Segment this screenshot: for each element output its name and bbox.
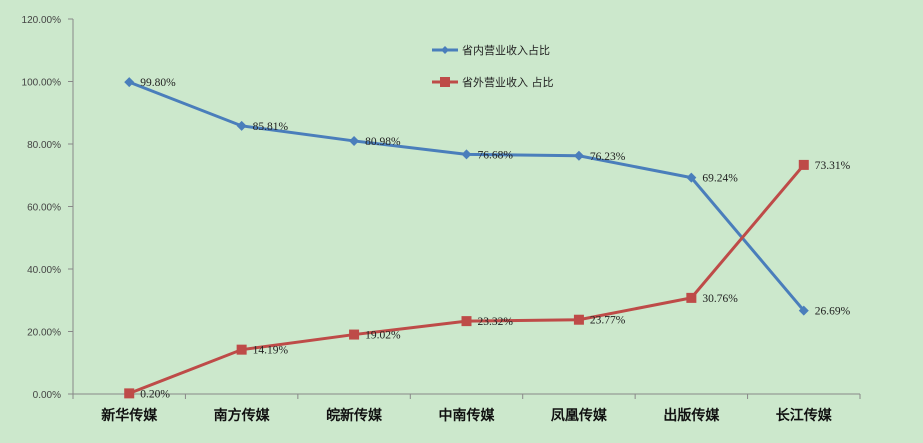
y-tick-label: 100.00% [22,78,62,89]
data-label: 69.24% [702,173,738,185]
data-label: 30.76% [702,293,738,305]
data-label: 23.77% [590,315,626,327]
data-label: 23.32% [478,316,514,328]
data-label: 76.68% [478,149,514,161]
y-tick-label: 60.00% [27,203,61,214]
data-point [686,172,697,183]
data-label: 99.80% [140,77,176,89]
data-label: 19.02% [365,330,401,342]
data-point [349,135,360,146]
x-tick-label: 新华传媒 [101,407,158,424]
x-tick-label: 皖新传媒 [326,407,383,424]
y-tick-label: 20.00% [27,328,61,339]
data-point [798,159,809,170]
y-tick-label: 0.00% [33,390,61,401]
data-label: 80.98% [365,136,401,148]
x-tick-label: 长江传媒 [776,407,833,424]
data-point [236,120,247,131]
y-tick-label: 120.00% [22,15,62,26]
data-point [461,316,472,327]
data-label: 26.69% [815,306,851,318]
legend-label: 省内营业收入占比 [462,43,550,57]
series-line [128,163,805,395]
data-label: 85.81% [253,121,289,133]
data-label: 0.20% [140,388,170,400]
data-point [573,314,584,325]
data-point [236,344,247,355]
x-tick-label: 出版传媒 [663,407,720,424]
data-point [349,329,360,340]
data-point [573,150,584,161]
data-label: 76.23% [590,151,626,163]
legend-marker [441,46,449,54]
data-point [124,388,135,399]
legend-marker [440,77,450,87]
data-label: 14.19% [253,345,289,357]
y-tick-label: 80.00% [27,140,61,151]
data-label: 73.31% [815,160,851,172]
data-point [798,305,809,316]
x-tick-label: 南方传媒 [214,407,271,424]
data-point [124,77,135,88]
legend-label: 省外营业收入 占比 [462,75,554,89]
data-point [686,292,697,303]
y-tick-label: 40.00% [27,265,61,276]
x-tick-label: 凤凰传媒 [551,407,608,424]
x-tick-label: 中南传媒 [439,407,496,424]
data-point [461,149,472,160]
series-line [128,80,805,312]
